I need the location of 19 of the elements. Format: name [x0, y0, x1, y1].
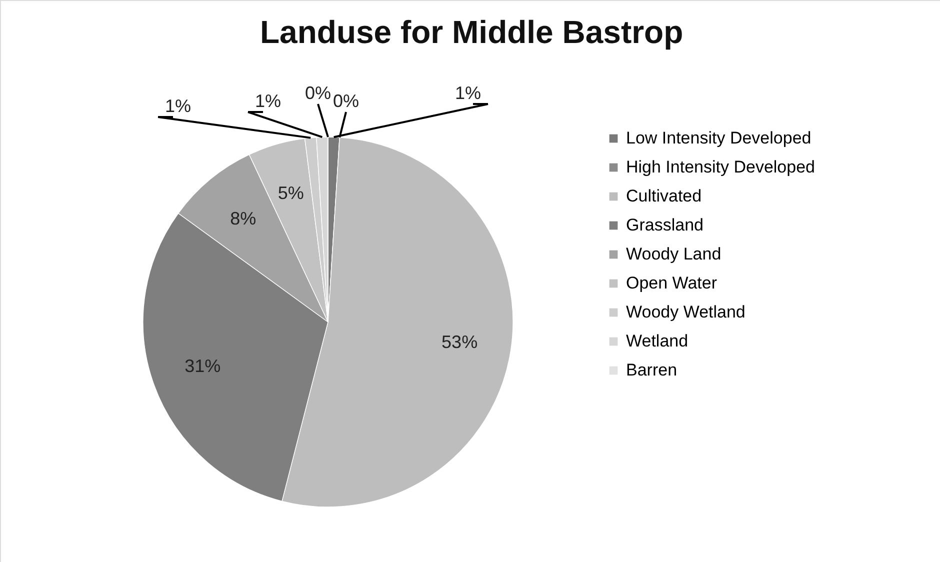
data-label: 8%: [230, 208, 256, 228]
legend-label: Cultivated: [626, 186, 702, 206]
data-label: 1%: [454, 83, 482, 103]
data-label: 53%: [442, 332, 478, 352]
data-label: 31%: [184, 356, 221, 376]
legend-label: Wetland: [626, 332, 688, 350]
legend-label: Low Intensity Developed: [626, 128, 812, 148]
legend-label: Woody Wetland: [626, 302, 746, 322]
data-label: 5%: [278, 183, 304, 204]
legend-label: Woody Land: [626, 244, 722, 264]
chart-title: Landuse for Middle Bastrop: [260, 14, 684, 50]
legend-label: Grassland: [626, 216, 704, 234]
legend-label: Barren: [626, 360, 678, 380]
text: 0%: [304, 83, 332, 103]
data-label: 1%: [254, 91, 282, 111]
text: 0%: [332, 91, 360, 111]
legend-label: High Intensity Developed: [626, 158, 816, 176]
data-label: 1%: [164, 96, 192, 116]
legend-label: Open Water: [626, 274, 718, 292]
